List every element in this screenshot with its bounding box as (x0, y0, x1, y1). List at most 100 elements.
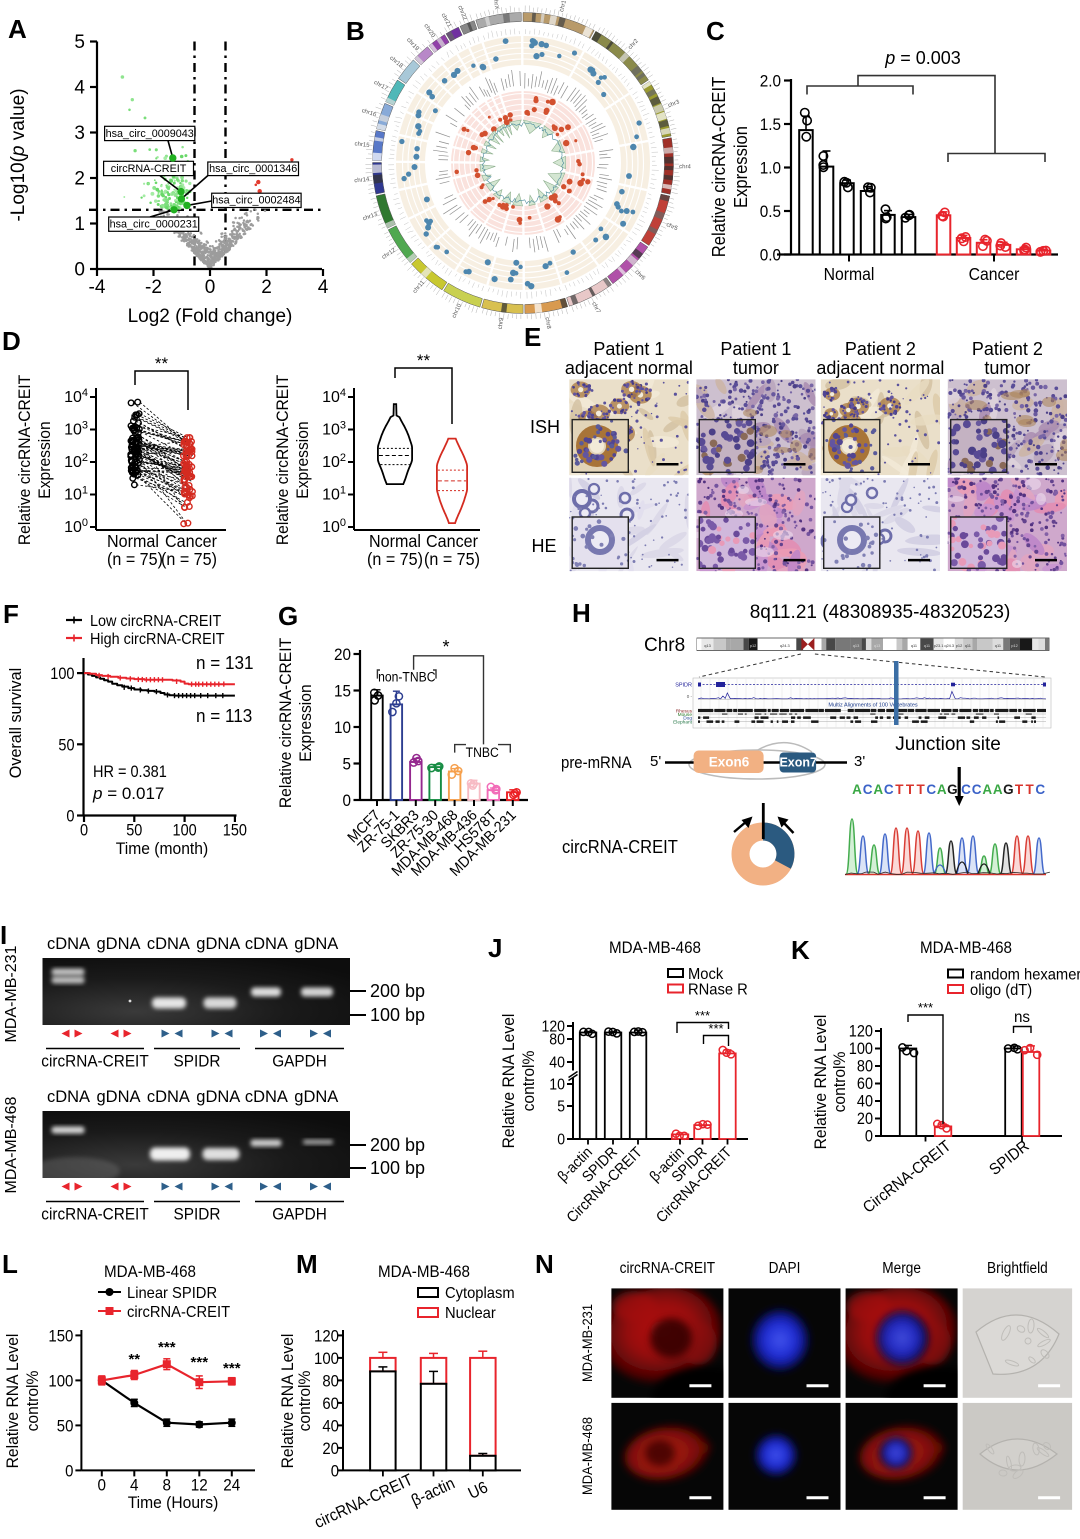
svg-text:0: 0 (65, 1461, 73, 1480)
svg-text:150: 150 (223, 822, 247, 840)
svg-text:0 -: 0 - (687, 694, 693, 699)
svg-text:gDNA: gDNA (294, 935, 338, 953)
svg-text:10: 10 (334, 718, 351, 737)
svg-text:oligo (dT): oligo (dT) (970, 982, 1032, 999)
svg-text:2.0: 2.0 (760, 72, 781, 91)
svg-text:Patient 2: Patient 2 (972, 339, 1043, 359)
svg-text:15: 15 (334, 682, 351, 701)
svg-text:cDNA: cDNA (245, 1088, 288, 1106)
svg-text:0: 0 (80, 822, 88, 840)
svg-text:100: 100 (322, 517, 346, 536)
svg-text:HR = 0.381: HR = 0.381 (93, 763, 167, 781)
svg-text:1: 1 (74, 214, 85, 235)
svg-text:100: 100 (50, 665, 74, 683)
svg-text:1.5: 1.5 (760, 115, 781, 134)
svg-text:SPIDR: SPIDR (174, 1053, 221, 1071)
svg-text:chr8: chr8 (543, 317, 551, 330)
svg-text:5: 5 (557, 1099, 565, 1116)
svg-text:control%: control% (519, 1051, 538, 1112)
svg-text:RNase R: RNase R (688, 982, 748, 999)
svg-text:2: 2 (74, 169, 85, 190)
svg-text:Patient 1: Patient 1 (720, 339, 791, 359)
svg-text:chr18: chr18 (388, 55, 404, 69)
svg-text:J: J (488, 933, 502, 963)
svg-text:0: 0 (865, 1128, 873, 1146)
svg-text:50: 50 (58, 736, 74, 754)
svg-text:T: T (916, 782, 925, 797)
svg-text:100: 100 (64, 517, 88, 536)
svg-text:101: 101 (64, 485, 88, 504)
svg-text:non-TNBC: non-TNBC (378, 670, 436, 685)
svg-text:Normal: Normal (107, 531, 159, 551)
svg-text:MDA-MB-231: MDA-MB-231 (3, 945, 20, 1042)
svg-text:Cancer: Cancer (969, 264, 1020, 284)
svg-text:Cancer: Cancer (426, 531, 478, 551)
svg-text:gDNA: gDNA (96, 935, 140, 953)
svg-text:4: 4 (318, 277, 329, 298)
svg-text:200 bp: 200 bp (370, 1135, 425, 1155)
svg-text:0.5: 0.5 (760, 202, 781, 221)
svg-text:TNBC: TNBC (466, 745, 499, 760)
svg-text:0: 0 (74, 260, 85, 281)
svg-text:103: 103 (322, 420, 346, 439)
svg-text:High circRNA-CREIT: High circRNA-CREIT (90, 631, 225, 648)
svg-text:50: 50 (126, 822, 142, 840)
svg-text:cDNA: cDNA (147, 935, 190, 953)
svg-text:3: 3 (74, 123, 85, 144)
svg-text:gDNA: gDNA (294, 1088, 338, 1106)
svg-text:Relative RNA Level: Relative RNA Level (811, 1015, 830, 1150)
svg-text:C: C (884, 782, 894, 797)
svg-text:E: E (524, 322, 541, 352)
svg-text:Relative RNA Level: Relative RNA Level (3, 1334, 22, 1469)
svg-text:C: C (863, 782, 873, 797)
svg-text:q11: q11 (911, 643, 917, 648)
svg-text:chr12: chr12 (381, 247, 397, 261)
svg-text:Junction site: Junction site (895, 734, 1001, 755)
svg-text:G: G (1003, 782, 1014, 797)
svg-text:G: G (278, 601, 298, 631)
svg-text:circRNA-CREIT: circRNA-CREIT (562, 837, 678, 857)
svg-text:100 bp: 100 bp (370, 1005, 425, 1025)
svg-text:Patient 2: Patient 2 (845, 339, 916, 359)
svg-text:Log2 (Fold change): Log2 (Fold change) (128, 306, 293, 327)
svg-text:8q11.21 (48308935-48320523): 8q11.21 (48308935-48320523) (750, 602, 1011, 623)
svg-text:q11: q11 (924, 643, 930, 648)
svg-text:0: 0 (66, 808, 74, 826)
svg-text:-Log10(p value): -Log10(p value) (8, 88, 29, 221)
svg-text:4: 4 (74, 78, 85, 99)
svg-text:120: 120 (849, 1023, 873, 1041)
svg-text:5': 5' (650, 753, 661, 770)
svg-text:CircRNA-CREIT: CircRNA-CREIT (860, 1138, 954, 1217)
svg-text:**: ** (128, 1351, 140, 1368)
svg-text:MDA-MB-468: MDA-MB-468 (378, 1263, 470, 1281)
svg-text:1.0: 1.0 (760, 159, 781, 178)
svg-text:tumor: tumor (984, 358, 1030, 378)
svg-text:(n = 75): (n = 75) (107, 549, 163, 569)
svg-text:Relative circRNA-CREIT: Relative circRNA-CREIT (276, 638, 295, 808)
svg-text:100: 100 (173, 822, 197, 840)
svg-text:control%: control% (830, 1052, 849, 1113)
svg-text:5: 5 (343, 755, 352, 774)
svg-text:p12: p12 (1011, 643, 1018, 648)
svg-text:gDNA: gDNA (196, 1088, 240, 1106)
svg-text:(n = 75): (n = 75) (161, 549, 217, 569)
svg-text:I: I (0, 920, 7, 950)
svg-text:*: * (442, 637, 449, 657)
svg-text:cDNA: cDNA (245, 935, 288, 953)
svg-text:chr10: chr10 (452, 302, 464, 319)
svg-text:5: 5 (74, 32, 85, 53)
svg-text:Normal: Normal (824, 264, 875, 284)
svg-text:Cytoplasm: Cytoplasm (445, 1285, 515, 1302)
svg-text:cDNA: cDNA (47, 1088, 90, 1106)
svg-text:B: B (346, 16, 365, 46)
svg-text:chr5: chr5 (665, 222, 679, 232)
svg-text:hsa_circ_0009043: hsa_circ_0009043 (106, 128, 194, 140)
svg-text:q13: q13 (874, 643, 881, 648)
svg-text:gDNA: gDNA (196, 935, 240, 953)
svg-text:A: A (982, 782, 992, 797)
svg-text:T: T (895, 782, 904, 797)
svg-text:Overall survival: Overall survival (6, 668, 25, 778)
svg-text:L: L (2, 1249, 18, 1279)
svg-text:chr1: chr1 (559, 0, 568, 13)
svg-text:tumor: tumor (733, 358, 779, 378)
